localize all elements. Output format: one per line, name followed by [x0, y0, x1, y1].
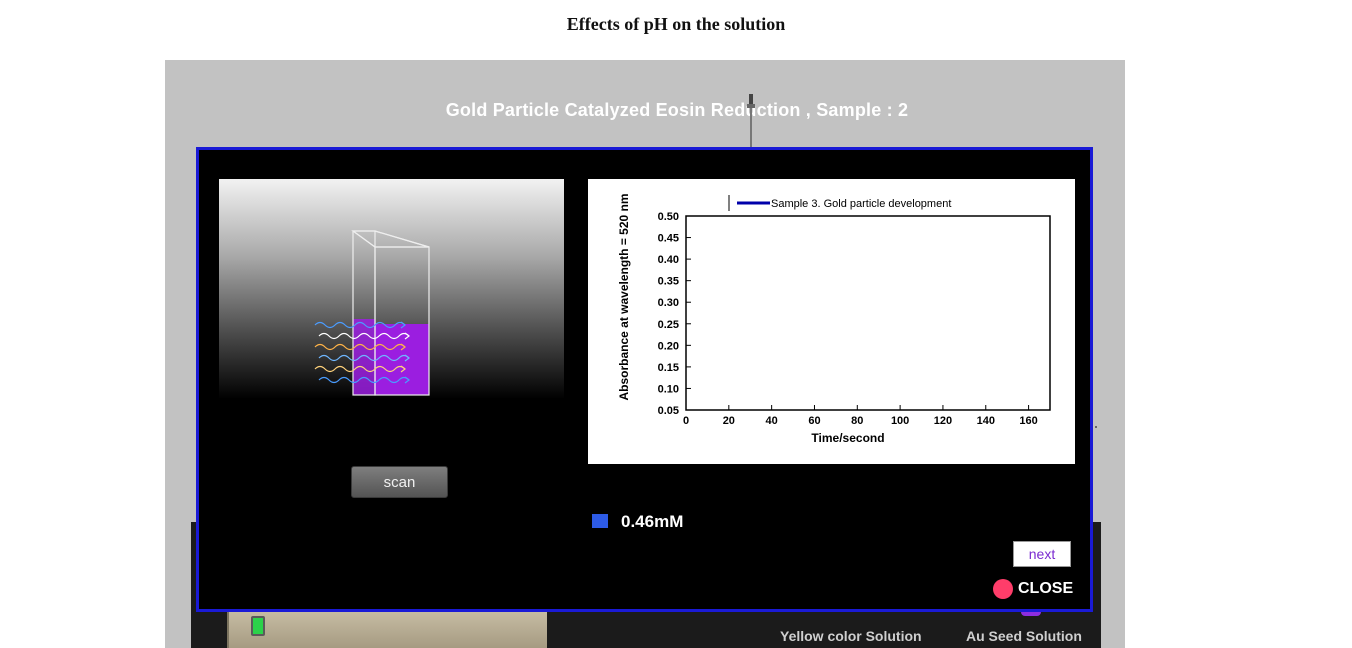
y-tick-label: 0.20 [658, 340, 679, 352]
pipette-icon [747, 94, 755, 154]
close-label: CLOSE [1018, 580, 1074, 597]
concentration-value: 0.46mM [621, 512, 684, 531]
scan-button[interactable]: scan [351, 466, 448, 498]
light-wave [314, 365, 406, 373]
y-tick-label: 0.35 [658, 276, 679, 288]
light-wave [318, 354, 410, 362]
light-wave [318, 376, 410, 384]
bench-shelf [227, 608, 547, 648]
light-wave-arrow [404, 354, 410, 362]
x-tick-label: 100 [891, 415, 909, 427]
close-button[interactable]: CLOSE [993, 578, 1073, 600]
simulation-heading: Gold Particle Catalyzed Eosin Reduction … [445, 100, 909, 120]
y-tick-label: 0.40 [658, 254, 679, 266]
light-waves [314, 321, 410, 384]
light-wave [314, 343, 406, 351]
yellow-solution-label: Yellow color Solution [780, 628, 922, 644]
light-wave [314, 321, 406, 329]
x-tick-label: 80 [851, 415, 863, 427]
next-button[interactable]: next [1013, 541, 1071, 567]
spectrometer-dialog: scan 0 20 40 60 80 100 120 140 160 0.05 0.10 0.15 0.… [196, 147, 1093, 612]
absorbance-chart: 0 20 40 60 80 100 120 140 160 0.05 0.10 0.15 0.20 0.2… [588, 179, 1075, 464]
power-switch-icon[interactable] [251, 616, 265, 636]
x-tick-label: 20 [723, 415, 735, 427]
x-tick-label: 40 [766, 415, 778, 427]
light-wave-arrow [404, 332, 410, 340]
y-tick-label: 0.15 [658, 362, 679, 374]
legend-text: Sample 3. Gold particle development [771, 198, 951, 210]
light-wave-arrow [400, 365, 406, 373]
x-axis-label: Time/second [811, 431, 884, 445]
y-axis-label: Absorbance at wavelength = 520 nm [617, 193, 631, 400]
x-tick-label: 140 [977, 415, 995, 427]
x-tick-label: 120 [934, 415, 952, 427]
cuvette-view [219, 179, 564, 399]
solution-fill [353, 319, 375, 395]
light-wave-arrow [400, 321, 406, 329]
x-tick-label: 60 [808, 415, 820, 427]
absorbance-chart-svg: 0 20 40 60 80 100 120 140 160 0.05 0.10 0.15 0.20 0.2… [617, 193, 1051, 445]
x-tick-label: 0 [683, 415, 689, 427]
solution-fill-front [375, 324, 429, 395]
y-tick-label: 0.25 [658, 319, 679, 331]
y-tick-label: 0.50 [658, 211, 679, 223]
page-title: Effects of pH on the solution [566, 14, 786, 34]
plot-frame [685, 215, 1051, 411]
au-seed-solution-label: Au Seed Solution [966, 628, 1082, 644]
cuvette-illustration [314, 230, 430, 396]
marker-dot [1095, 426, 1097, 428]
close-icon[interactable] [993, 579, 1013, 599]
light-wave [318, 332, 410, 340]
y-tick-label: 0.05 [658, 405, 679, 417]
light-wave-arrow [404, 376, 410, 384]
y-tick-label: 0.45 [658, 233, 679, 245]
light-wave-arrow [400, 343, 406, 351]
x-tick-label: 160 [1019, 415, 1037, 427]
y-tick-label: 0.10 [658, 383, 679, 395]
y-tick-label: 0.30 [658, 297, 679, 309]
concentration-swatch [592, 514, 608, 528]
